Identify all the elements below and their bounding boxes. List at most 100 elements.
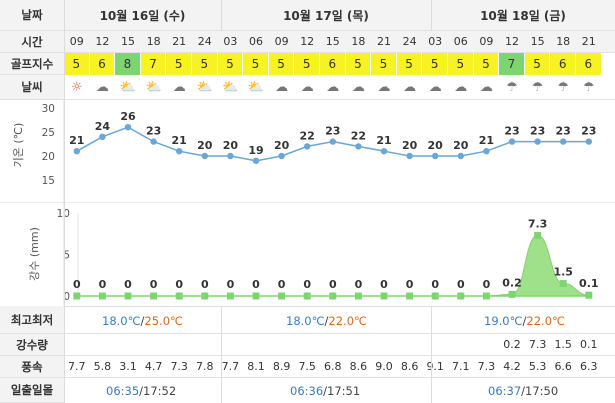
hour-cell: 12 [95, 35, 110, 48]
rain-point [73, 292, 81, 300]
wind-cell: 7.7 [68, 360, 86, 373]
row-label-wind: 풍속 [0, 356, 64, 378]
cloudy-icon: ☁ [454, 79, 468, 95]
wind-cell: 7.3 [477, 360, 496, 373]
rain-data-label: 0 [99, 278, 107, 291]
sunset-time: 17:51 [327, 383, 361, 398]
min-temp: 18.0℃ [286, 313, 325, 328]
temp-data-label: 20 [428, 139, 444, 152]
precip-cell: 1.5 [554, 338, 572, 351]
hour-cell: 03 [428, 35, 443, 48]
wind-cell: 6.8 [324, 360, 342, 373]
date-header-row: 10월 16일 (수) 10월 17일 (목) 10월 18일 (금) [64, 0, 615, 31]
min-max-separator: / [522, 313, 527, 328]
rain-point [175, 292, 183, 300]
rain-data-label: 0 [73, 278, 81, 291]
temp-point [560, 138, 567, 145]
golf-index-cell: 5 [166, 53, 192, 75]
temp-point [329, 138, 336, 145]
golf-index-cell: 6 [320, 53, 346, 75]
precip-cell [346, 334, 372, 355]
wind-cell: 8.9 [272, 360, 291, 373]
rain-data-label: 0 [457, 278, 465, 291]
temp-point [201, 152, 208, 160]
wind-row: 7.7 5.8 3.1 4.7 7.3 7.8 7.7 8.1 8.9 7.5 6.8 8.6 9.0 8… [64, 356, 615, 378]
rain-tick-label: 10 [57, 208, 70, 220]
hour-cell: 15 [325, 35, 340, 48]
rain-point [329, 292, 337, 300]
sunrise-time: 06:36 [290, 383, 324, 398]
rain-data-label: 0 [175, 278, 183, 291]
rain-icon: ☂ [506, 79, 518, 95]
rain-point [201, 292, 209, 300]
temp-data-label: 23 [530, 125, 545, 138]
temp-data-label: 23 [581, 125, 596, 138]
temp-point [176, 148, 183, 155]
precip-cell [422, 334, 448, 355]
hour-cell: 12 [504, 35, 519, 48]
temp-data-label: 21 [376, 134, 391, 147]
golf-index-cell: 5 [64, 53, 90, 75]
rain-data-label: 0 [124, 278, 132, 291]
rain-data-label: 0 [329, 278, 337, 291]
precip-cell [371, 334, 397, 355]
rain-data-label: 0.1 [579, 277, 599, 290]
cloudy-icon: ☁ [403, 79, 417, 95]
temp-point [380, 148, 388, 155]
temperature-chart: 기온 (℃) 15 20 25 30 21 24 26 23 21 20 20 19 20 22 23 22 21… [12, 100, 596, 202]
wind-cell: 9.0 [375, 360, 393, 373]
precip-cell [294, 334, 320, 355]
wind-cell: 7.5 [298, 360, 316, 373]
temp-tick-label: 25 [42, 127, 55, 139]
hour-cell: 09 [274, 35, 289, 48]
hour-cell: 21 [172, 35, 187, 48]
temp-data-label: 20 [453, 139, 469, 152]
precip-cell [141, 334, 167, 355]
temp-axis-spacer [0, 100, 64, 202]
temp-point [124, 124, 132, 131]
hour-cell: 24 [402, 35, 417, 48]
hour-cell: 18 [146, 35, 161, 48]
min-temp: 19.0℃ [484, 313, 523, 328]
sun-day-2: 06:36 / 17:51 [290, 378, 360, 403]
rain-data-label: 1.5 [553, 266, 573, 279]
rain-point [252, 292, 260, 300]
precip-cell [397, 334, 423, 355]
hours-row: 09 12 15 18 21 24 03 06 09 12 15 18 21 24 03 06 09 12 15 18… [64, 31, 615, 53]
rain-point [380, 292, 388, 300]
cloudy-icon: ☁ [428, 79, 442, 95]
rain-point [559, 280, 567, 288]
max-temp: 22.0℃ [526, 313, 565, 328]
temp-data-label: 26 [120, 110, 136, 123]
golf-index-cell: 6 [89, 53, 116, 75]
rain-data-label: 0 [483, 278, 491, 291]
temp-tick-label: 15 [42, 175, 55, 187]
row-label-time: 시간 [0, 31, 64, 53]
wind-cell: 7.3 [170, 360, 188, 373]
temp-data-label: 23 [325, 125, 340, 138]
sun-separator: / [139, 383, 144, 398]
rain-icon: ☂ [557, 79, 570, 95]
max-temp: 22.0℃ [328, 313, 367, 328]
golf-index-cell: 5 [396, 53, 423, 75]
temp-data-label: 21 [69, 134, 84, 147]
temp-data-label: 20 [274, 139, 290, 152]
rain-axis-spacer [0, 202, 64, 306]
wind-cell: 5.3 [528, 360, 547, 373]
temp-tick-label: 30 [42, 103, 55, 115]
wind-cell: 3.1 [119, 360, 137, 373]
rain-point [585, 291, 593, 299]
row-label-min-max: 최고최저 [0, 306, 64, 334]
day-divider [431, 0, 432, 31]
golf-index-cell: 5 [422, 53, 448, 75]
rain-point [226, 292, 234, 300]
temp-tick-label: 20 [42, 151, 55, 163]
rain-point [124, 292, 132, 300]
hour-cell: 21 [581, 35, 596, 48]
wind-cell: 5.8 [93, 360, 112, 373]
wind-cell: 9.1 [426, 360, 444, 373]
temp-data-label: 19 [248, 144, 263, 157]
sun-separator: / [323, 383, 328, 398]
hour-cell: 18 [351, 35, 366, 48]
temp-data-label: 20 [402, 139, 418, 152]
